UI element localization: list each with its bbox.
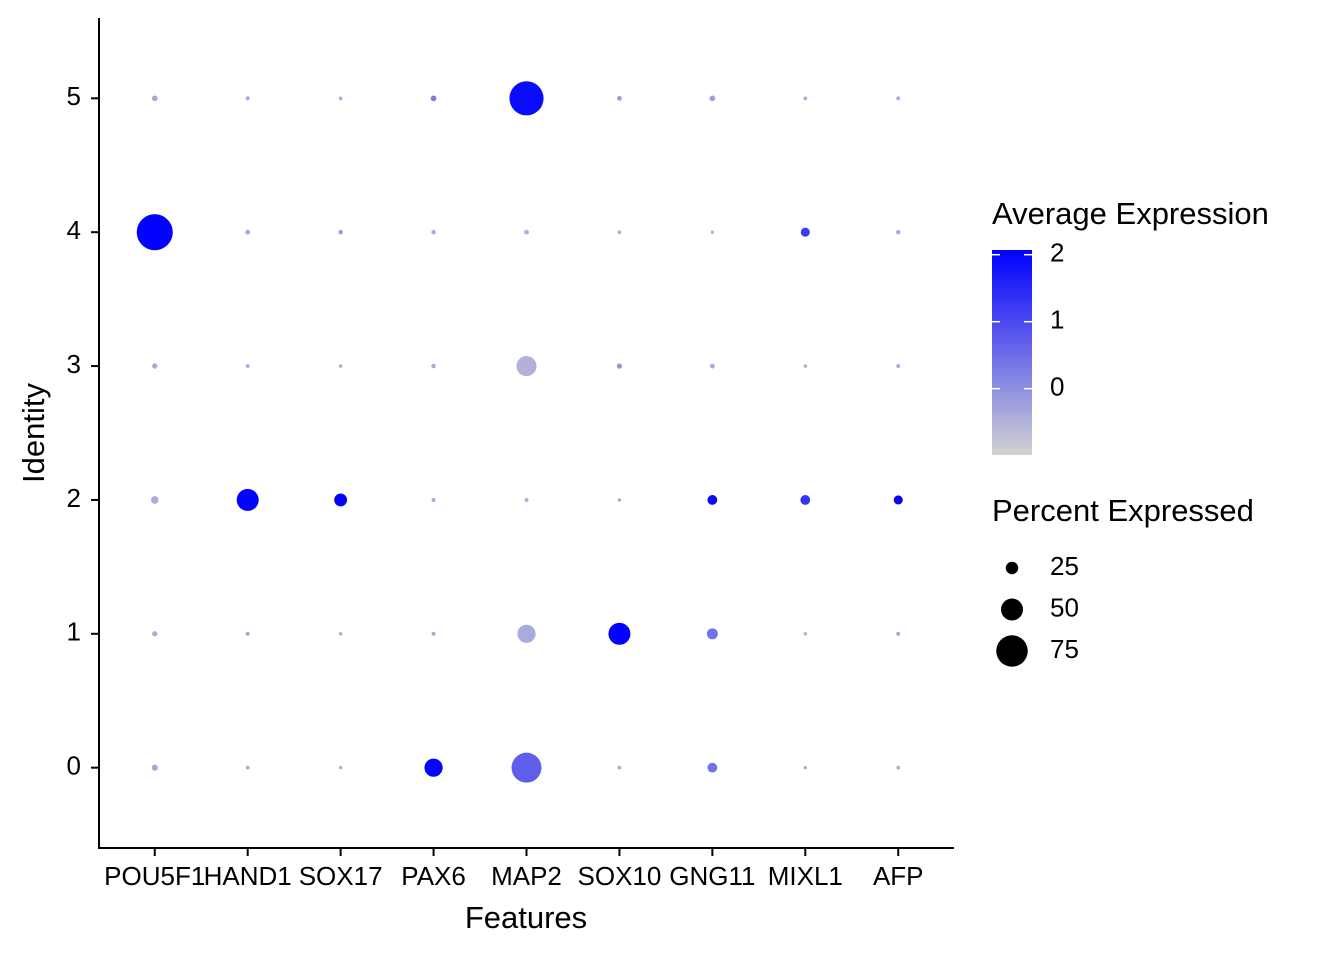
color-bar-label: 0 — [1050, 372, 1064, 402]
dot — [338, 765, 343, 770]
dot — [709, 95, 716, 102]
dot — [616, 95, 622, 101]
dot — [245, 765, 250, 770]
x-tick-label: MAP2 — [491, 861, 562, 891]
dot — [608, 622, 631, 645]
y-tick-label: 5 — [67, 81, 81, 111]
dot — [803, 765, 807, 770]
dot — [617, 230, 622, 235]
dot — [524, 229, 529, 235]
color-bar-label: 2 — [1050, 238, 1064, 268]
dot — [136, 214, 173, 251]
dot — [334, 493, 348, 507]
dot — [152, 631, 158, 637]
y-tick-label: 4 — [67, 215, 81, 245]
dot — [709, 363, 715, 369]
size-legend-title: Percent Expressed — [992, 493, 1254, 528]
dot — [236, 488, 259, 511]
dot — [431, 363, 436, 369]
dot — [616, 363, 623, 369]
x-tick-label: GNG11 — [669, 861, 755, 891]
dot — [511, 752, 542, 783]
x-tick-label: HAND1 — [204, 861, 292, 891]
size-legend-label: 75 — [1050, 634, 1079, 664]
color-legend-title: Average Expression — [992, 196, 1269, 231]
dot — [707, 762, 718, 773]
size-legend-dot — [1005, 561, 1019, 575]
dot — [803, 632, 807, 636]
dot — [150, 496, 159, 504]
dot — [245, 96, 250, 101]
dot — [710, 230, 715, 234]
y-axis-title: Identity — [16, 383, 51, 483]
size-legend-dot — [1001, 598, 1023, 621]
dot — [245, 364, 250, 368]
dot — [431, 631, 436, 636]
dot — [803, 364, 807, 368]
dot — [152, 363, 158, 369]
x-axis-title: Features — [465, 900, 587, 935]
y-tick-label: 0 — [67, 751, 81, 781]
dot — [430, 95, 437, 102]
dot — [617, 498, 622, 502]
x-tick-label: SOX10 — [578, 861, 662, 891]
dot — [800, 495, 811, 505]
size-legend-label: 25 — [1050, 551, 1079, 581]
color-bar-label: 1 — [1050, 305, 1064, 335]
x-tick-label: PAX6 — [401, 861, 466, 891]
dot — [524, 497, 529, 503]
dot — [338, 96, 343, 101]
dot — [896, 765, 901, 770]
dot — [338, 632, 343, 636]
dot — [800, 227, 810, 237]
dot — [431, 229, 436, 235]
x-tick-label: MIXL1 — [768, 861, 843, 891]
x-tick-label: POU5F1 — [104, 861, 205, 891]
size-legend-dot — [996, 635, 1028, 667]
dot — [706, 628, 718, 640]
dot — [509, 81, 544, 116]
x-tick-label: SOX17 — [299, 861, 383, 891]
dot — [617, 765, 622, 770]
dot — [707, 495, 718, 505]
dot — [245, 631, 250, 636]
dot — [431, 497, 436, 503]
dot — [896, 363, 901, 369]
dot — [893, 495, 903, 505]
dot — [338, 364, 343, 368]
y-tick-label: 3 — [67, 349, 81, 379]
dot — [151, 95, 158, 102]
dot — [424, 758, 443, 777]
dot — [896, 96, 901, 101]
y-tick-label: 2 — [67, 483, 81, 513]
dot — [517, 624, 536, 643]
dot — [245, 229, 251, 235]
dot — [516, 356, 537, 377]
y-tick-label: 1 — [67, 617, 81, 647]
color-bar — [992, 250, 1032, 455]
dot — [338, 229, 343, 235]
dot — [803, 96, 808, 101]
dot — [895, 229, 901, 235]
size-legend-label: 50 — [1050, 592, 1079, 622]
dot — [896, 631, 901, 636]
x-tick-label: AFP — [873, 861, 924, 891]
dot — [151, 764, 158, 771]
